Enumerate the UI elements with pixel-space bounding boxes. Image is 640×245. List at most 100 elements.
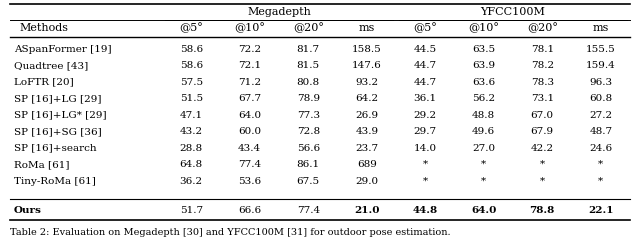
Text: *: * — [481, 176, 486, 185]
Text: 51.7: 51.7 — [180, 206, 203, 215]
Text: 64.2: 64.2 — [355, 94, 378, 103]
Text: 27.2: 27.2 — [589, 110, 612, 120]
Text: SP [16]+search: SP [16]+search — [14, 144, 97, 152]
Text: 64.8: 64.8 — [180, 160, 203, 169]
Text: 80.8: 80.8 — [297, 77, 320, 86]
Text: 43.4: 43.4 — [238, 144, 261, 152]
Text: 96.3: 96.3 — [589, 77, 612, 86]
Text: 78.2: 78.2 — [531, 61, 554, 70]
Text: SP [16]+LG [29]: SP [16]+LG [29] — [14, 94, 102, 103]
Text: SP [16]+SG [36]: SP [16]+SG [36] — [14, 127, 102, 136]
Text: 29.7: 29.7 — [413, 127, 437, 136]
Text: 44.5: 44.5 — [413, 45, 437, 53]
Text: 58.6: 58.6 — [180, 45, 203, 53]
Text: *: * — [540, 160, 545, 169]
Text: 81.5: 81.5 — [297, 61, 320, 70]
Text: 14.0: 14.0 — [413, 144, 437, 152]
Text: 26.9: 26.9 — [355, 110, 378, 120]
Text: 72.8: 72.8 — [297, 127, 320, 136]
Text: 77.4: 77.4 — [297, 206, 320, 215]
Text: Megadepth: Megadepth — [247, 7, 311, 17]
Text: 36.1: 36.1 — [413, 94, 437, 103]
Text: 77.3: 77.3 — [297, 110, 320, 120]
Text: *: * — [598, 176, 604, 185]
Text: *: * — [481, 160, 486, 169]
Text: Table 2: Evaluation on Megadepth [30] and YFCC100M [31] for outdoor pose estimat: Table 2: Evaluation on Megadepth [30] an… — [10, 228, 451, 237]
Text: 29.2: 29.2 — [413, 110, 437, 120]
Text: 64.0: 64.0 — [471, 206, 497, 215]
Text: 86.1: 86.1 — [297, 160, 320, 169]
Text: 23.7: 23.7 — [355, 144, 378, 152]
Text: ms: ms — [593, 23, 609, 33]
Text: @5°: @5° — [179, 23, 203, 33]
Text: 60.8: 60.8 — [589, 94, 612, 103]
Text: 78.3: 78.3 — [531, 77, 554, 86]
Text: 63.5: 63.5 — [472, 45, 495, 53]
Text: 48.8: 48.8 — [472, 110, 495, 120]
Text: 159.4: 159.4 — [586, 61, 616, 70]
Text: 67.5: 67.5 — [297, 176, 320, 185]
Text: 44.8: 44.8 — [413, 206, 438, 215]
Text: 47.1: 47.1 — [180, 110, 203, 120]
Text: Tiny-RoMa [61]: Tiny-RoMa [61] — [14, 176, 96, 185]
Text: 77.4: 77.4 — [238, 160, 261, 169]
Text: ms: ms — [358, 23, 375, 33]
Text: LoFTR [20]: LoFTR [20] — [14, 77, 74, 86]
Text: @10°: @10° — [234, 23, 265, 33]
Text: Ours: Ours — [14, 206, 42, 215]
Text: 71.2: 71.2 — [238, 77, 261, 86]
Text: SP [16]+LG* [29]: SP [16]+LG* [29] — [14, 110, 107, 120]
Text: 67.0: 67.0 — [531, 110, 554, 120]
Text: 66.6: 66.6 — [238, 206, 261, 215]
Text: 42.2: 42.2 — [531, 144, 554, 152]
Text: 56.6: 56.6 — [297, 144, 320, 152]
Text: 28.8: 28.8 — [180, 144, 203, 152]
Text: 81.7: 81.7 — [297, 45, 320, 53]
Text: 93.2: 93.2 — [355, 77, 378, 86]
Text: 72.2: 72.2 — [238, 45, 261, 53]
Text: 78.8: 78.8 — [530, 206, 555, 215]
Text: 29.0: 29.0 — [355, 176, 378, 185]
Text: 44.7: 44.7 — [413, 77, 437, 86]
Text: 67.9: 67.9 — [531, 127, 554, 136]
Text: 72.1: 72.1 — [238, 61, 261, 70]
Text: Methods: Methods — [20, 23, 69, 33]
Text: 22.1: 22.1 — [588, 206, 614, 215]
Text: @5°: @5° — [413, 23, 437, 33]
Text: 63.6: 63.6 — [472, 77, 495, 86]
Text: 56.2: 56.2 — [472, 94, 495, 103]
Text: 155.5: 155.5 — [586, 45, 616, 53]
Text: 63.9: 63.9 — [472, 61, 495, 70]
Text: 51.5: 51.5 — [180, 94, 203, 103]
Text: 43.2: 43.2 — [180, 127, 203, 136]
Text: 158.5: 158.5 — [352, 45, 381, 53]
Text: 36.2: 36.2 — [180, 176, 203, 185]
Text: *: * — [422, 160, 428, 169]
Text: 53.6: 53.6 — [238, 176, 261, 185]
Text: 67.7: 67.7 — [238, 94, 261, 103]
Text: 58.6: 58.6 — [180, 61, 203, 70]
Text: 60.0: 60.0 — [238, 127, 261, 136]
Text: 78.1: 78.1 — [531, 45, 554, 53]
Text: *: * — [540, 176, 545, 185]
Text: 43.9: 43.9 — [355, 127, 378, 136]
Text: ASpanFormer [19]: ASpanFormer [19] — [14, 45, 111, 53]
Text: 48.7: 48.7 — [589, 127, 612, 136]
Text: 57.5: 57.5 — [180, 77, 203, 86]
Text: *: * — [422, 176, 428, 185]
Text: 44.7: 44.7 — [413, 61, 437, 70]
Text: 78.9: 78.9 — [297, 94, 320, 103]
Text: @20°: @20° — [527, 23, 557, 33]
Text: 27.0: 27.0 — [472, 144, 495, 152]
Text: 73.1: 73.1 — [531, 94, 554, 103]
Text: 24.6: 24.6 — [589, 144, 612, 152]
Text: *: * — [598, 160, 604, 169]
Text: 689: 689 — [357, 160, 377, 169]
Text: 147.6: 147.6 — [352, 61, 381, 70]
Text: @10°: @10° — [468, 23, 499, 33]
Text: 21.0: 21.0 — [354, 206, 380, 215]
Text: Quadtree [43]: Quadtree [43] — [14, 61, 88, 70]
Text: 49.6: 49.6 — [472, 127, 495, 136]
Text: @20°: @20° — [293, 23, 324, 33]
Text: RoMa [61]: RoMa [61] — [14, 160, 70, 169]
